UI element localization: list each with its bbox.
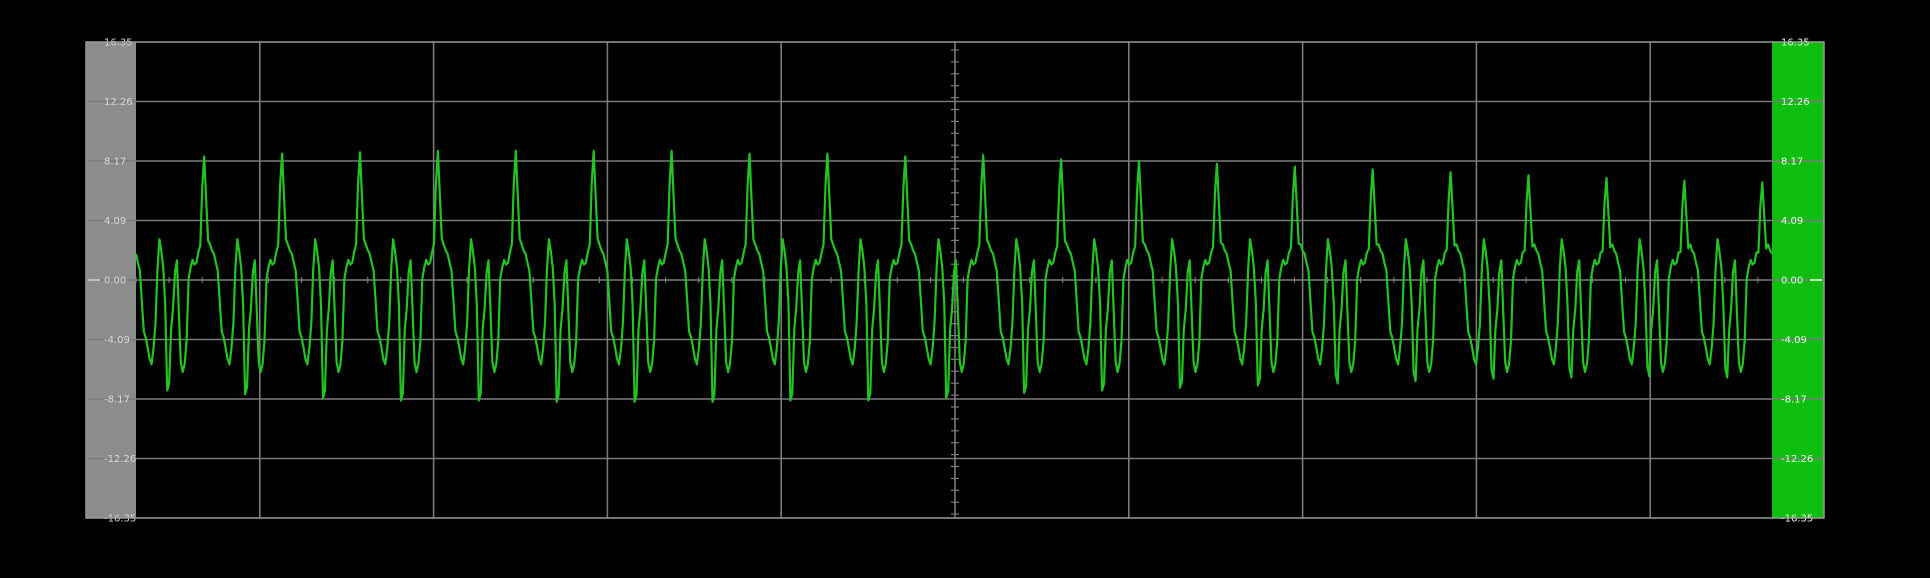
y-tick-label-right: -4.09 [1781, 335, 1807, 346]
y-tick-label: 8.17 [104, 157, 126, 168]
right-y-axis-labels: 16.35 12.26 8.17 4.09 0.00 -4.09 -8.17 -12.26 -1… [1781, 38, 1813, 525]
y-tick-label: 12.26 [104, 97, 133, 108]
y-tick-label: 16.35 [104, 38, 133, 49]
y-tick-label: -12.26 [104, 454, 136, 465]
y-tick-label-right: 0.00 [1781, 276, 1803, 287]
y-tick-label-right: -12.26 [1781, 454, 1813, 465]
waveform-trace [134, 149, 1773, 403]
y-tick-label-right: -8.17 [1781, 395, 1807, 406]
waveform-trace-group [134, 149, 1773, 403]
y-tick-label: -4.09 [104, 335, 130, 346]
grid-lines [86, 42, 1824, 518]
y-tick-label: -8.17 [104, 395, 130, 406]
left-y-axis-labels: 16.35 12.26 8.17 4.09 0.00 -4.09 -8.17 -12.26 -1… [104, 38, 136, 525]
y-tick-label-right: 16.35 [1781, 38, 1810, 49]
y-tick-label-right: -16.35 [1781, 514, 1813, 525]
y-tick-label-right: 4.09 [1781, 216, 1803, 227]
y-tick-label-right: 12.26 [1781, 97, 1810, 108]
y-tick-label: -16.35 [104, 514, 136, 525]
y-tick-label: 4.09 [104, 216, 126, 227]
y-tick-label-right: 8.17 [1781, 157, 1803, 168]
y-tick-label: 0.00 [104, 276, 126, 287]
plot-frame [85, 41, 1825, 519]
